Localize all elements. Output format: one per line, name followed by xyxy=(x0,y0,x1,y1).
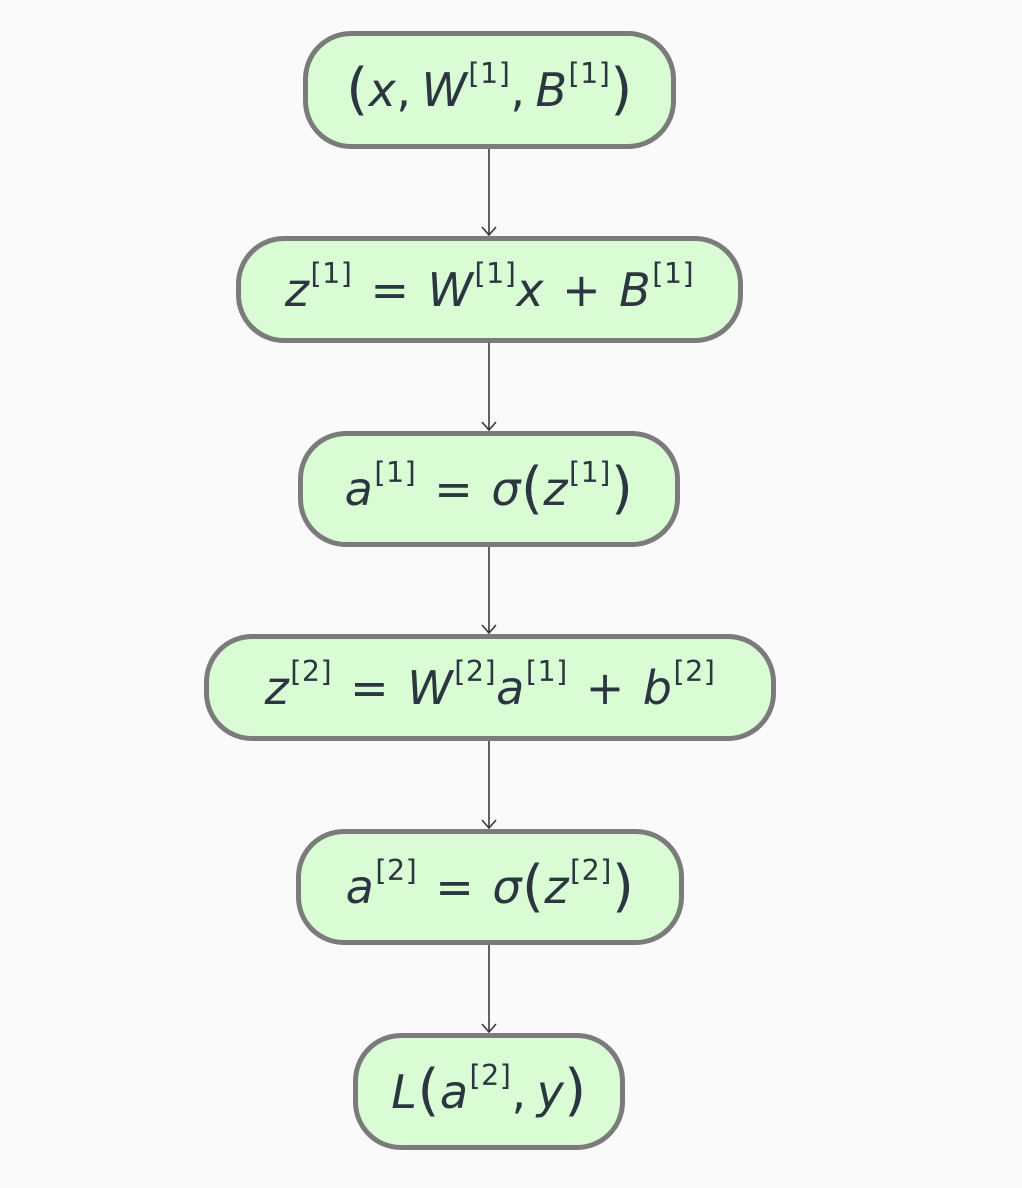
edge-arrow-1 xyxy=(481,149,497,237)
formula-token: L xyxy=(391,1064,418,1119)
formula-node-3: a [1] = σ(z [1]) xyxy=(298,431,680,547)
formula-token: σ xyxy=(492,860,522,914)
formula-token: z xyxy=(544,860,570,914)
formula-token: + xyxy=(585,660,625,715)
formula-token: a xyxy=(345,860,375,914)
formula-node-6: L(a [2], y) xyxy=(353,1033,625,1150)
formula-token: ( xyxy=(521,853,545,919)
formula-token: z xyxy=(284,262,310,317)
edge-arrow-3 xyxy=(481,547,497,635)
formula-token: ) xyxy=(611,853,635,919)
formula-token: = xyxy=(434,462,474,516)
arrowhead-icon xyxy=(481,226,497,237)
arrowhead-icon xyxy=(481,421,497,432)
formula-token: b xyxy=(642,660,673,715)
arrowhead-icon xyxy=(481,624,497,635)
formula-token: , xyxy=(511,1064,527,1119)
edge-arrow-2 xyxy=(481,343,497,432)
formula-token: x xyxy=(516,262,545,317)
formula-token: W xyxy=(421,63,468,117)
formula-token: = xyxy=(370,262,410,317)
formula-token: W xyxy=(427,262,474,317)
formula-token: + xyxy=(562,262,602,317)
formula-token: ) xyxy=(610,455,634,521)
formula-node-2: z [1] = W [1] x + B [1] xyxy=(236,236,743,343)
formula-token: ( xyxy=(417,1058,440,1124)
formula-token: ) xyxy=(610,56,633,122)
formula-token: B xyxy=(619,262,652,317)
formula-token: ( xyxy=(346,56,369,122)
formula-token: , xyxy=(396,63,412,117)
formula-token: z xyxy=(543,462,569,516)
formula-node-1: (x, W [1], B [1]) xyxy=(303,31,676,149)
formula-node-4: z [2] = W [2] a [1] + b [2] xyxy=(204,634,776,741)
arrowhead-icon xyxy=(481,819,497,830)
edge-arrow-5 xyxy=(481,945,497,1034)
formula-token: W xyxy=(407,660,454,715)
formula-token: a xyxy=(344,462,374,516)
formula-token: y xyxy=(536,1064,565,1119)
formula-token: σ xyxy=(491,462,521,516)
formula-token: a xyxy=(496,660,525,715)
arrowhead-icon xyxy=(481,1023,497,1034)
formula-token: ) xyxy=(564,1058,587,1124)
formula-token: ( xyxy=(520,455,544,521)
edge-arrow-4 xyxy=(481,741,497,830)
formula-token: = xyxy=(435,860,475,914)
formula-token: , xyxy=(510,63,526,117)
formula-token: B xyxy=(535,63,568,117)
formula-token: = xyxy=(350,660,390,715)
formula-token: z xyxy=(264,660,290,715)
formula-token: a xyxy=(439,1064,469,1119)
formula-token: x xyxy=(368,63,397,117)
formula-node-5: a [2] = σ(z [2]) xyxy=(296,829,684,945)
